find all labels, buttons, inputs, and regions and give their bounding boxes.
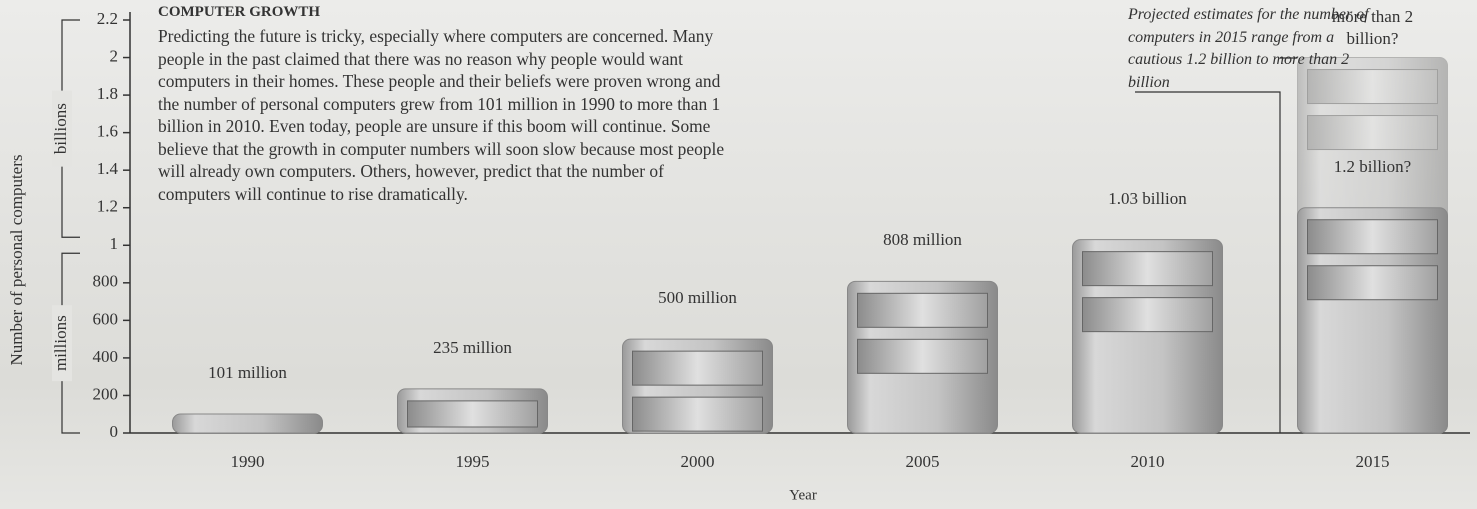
y-tick-label: 600 (93, 309, 119, 328)
bar-group (1072, 239, 1223, 434)
value-label: 808 million (883, 230, 962, 250)
value-label: more than 2 billion? (1331, 6, 1414, 48)
x-axis-label: Year (789, 487, 817, 503)
bar-group (1297, 207, 1448, 434)
y-axis-label: Number of personal computers (7, 154, 26, 365)
bar (1072, 239, 1223, 434)
title: COMPUTER GROWTH (158, 4, 321, 20)
bar (1297, 207, 1448, 434)
y-tick-label: 1.8 (97, 84, 118, 103)
paragraph: Predicting the future is tricky, especia… (158, 26, 725, 204)
bar-group (622, 338, 773, 434)
y-tick-label: 1.4 (97, 159, 119, 178)
value-label: 101 million (208, 363, 287, 383)
y-tick-label: 200 (93, 384, 119, 403)
drive-bay (1307, 115, 1438, 151)
y-tick-label: 1.2 (97, 197, 118, 216)
drive-bay (632, 396, 763, 432)
x-tick-label: 1990 (231, 452, 265, 471)
value-label: 1.2 billion? (1333, 156, 1412, 176)
x-tick-label: 2015 (1356, 452, 1390, 471)
millions-gap (52, 305, 72, 382)
drive-bay (857, 338, 988, 374)
annotation-line (1135, 57, 1297, 433)
drive-bay (1307, 69, 1438, 105)
drive-bay (1307, 219, 1438, 255)
bar (172, 413, 323, 434)
value-label: 235 million (433, 337, 512, 357)
millions-label: millions (51, 315, 70, 371)
x-tick-label: 1995 (456, 452, 490, 471)
drive-bay (857, 292, 988, 328)
y-tick-label: 1 (110, 234, 119, 253)
y-tick-label: 2 (110, 46, 119, 65)
bar-group (847, 280, 998, 434)
y-tick-label: 0 (110, 422, 119, 441)
drive-bay (632, 350, 763, 386)
bar-group (397, 388, 548, 434)
bar-group (172, 413, 323, 434)
y-tick-label: 800 (93, 272, 119, 291)
drive-bay (1082, 251, 1213, 287)
x-tick-label: 2000 (681, 452, 715, 471)
y-tick-label: 2.2 (97, 9, 118, 28)
drive-bay (1307, 265, 1438, 301)
x-tick-label: 2005 (906, 452, 940, 471)
billions-gap (52, 90, 72, 167)
billions-label: billions (51, 103, 70, 154)
value-label: 500 million (658, 288, 737, 308)
drive-bay (407, 400, 538, 428)
y-tick-label: 1.6 (97, 122, 118, 141)
annotation: Projected estimates for the number of co… (1128, 6, 1369, 91)
drive-bay (1082, 297, 1213, 333)
value-label: 1.03 billion (1108, 188, 1187, 208)
x-tick-label: 2010 (1131, 452, 1165, 471)
y-tick-label: 400 (93, 347, 119, 366)
